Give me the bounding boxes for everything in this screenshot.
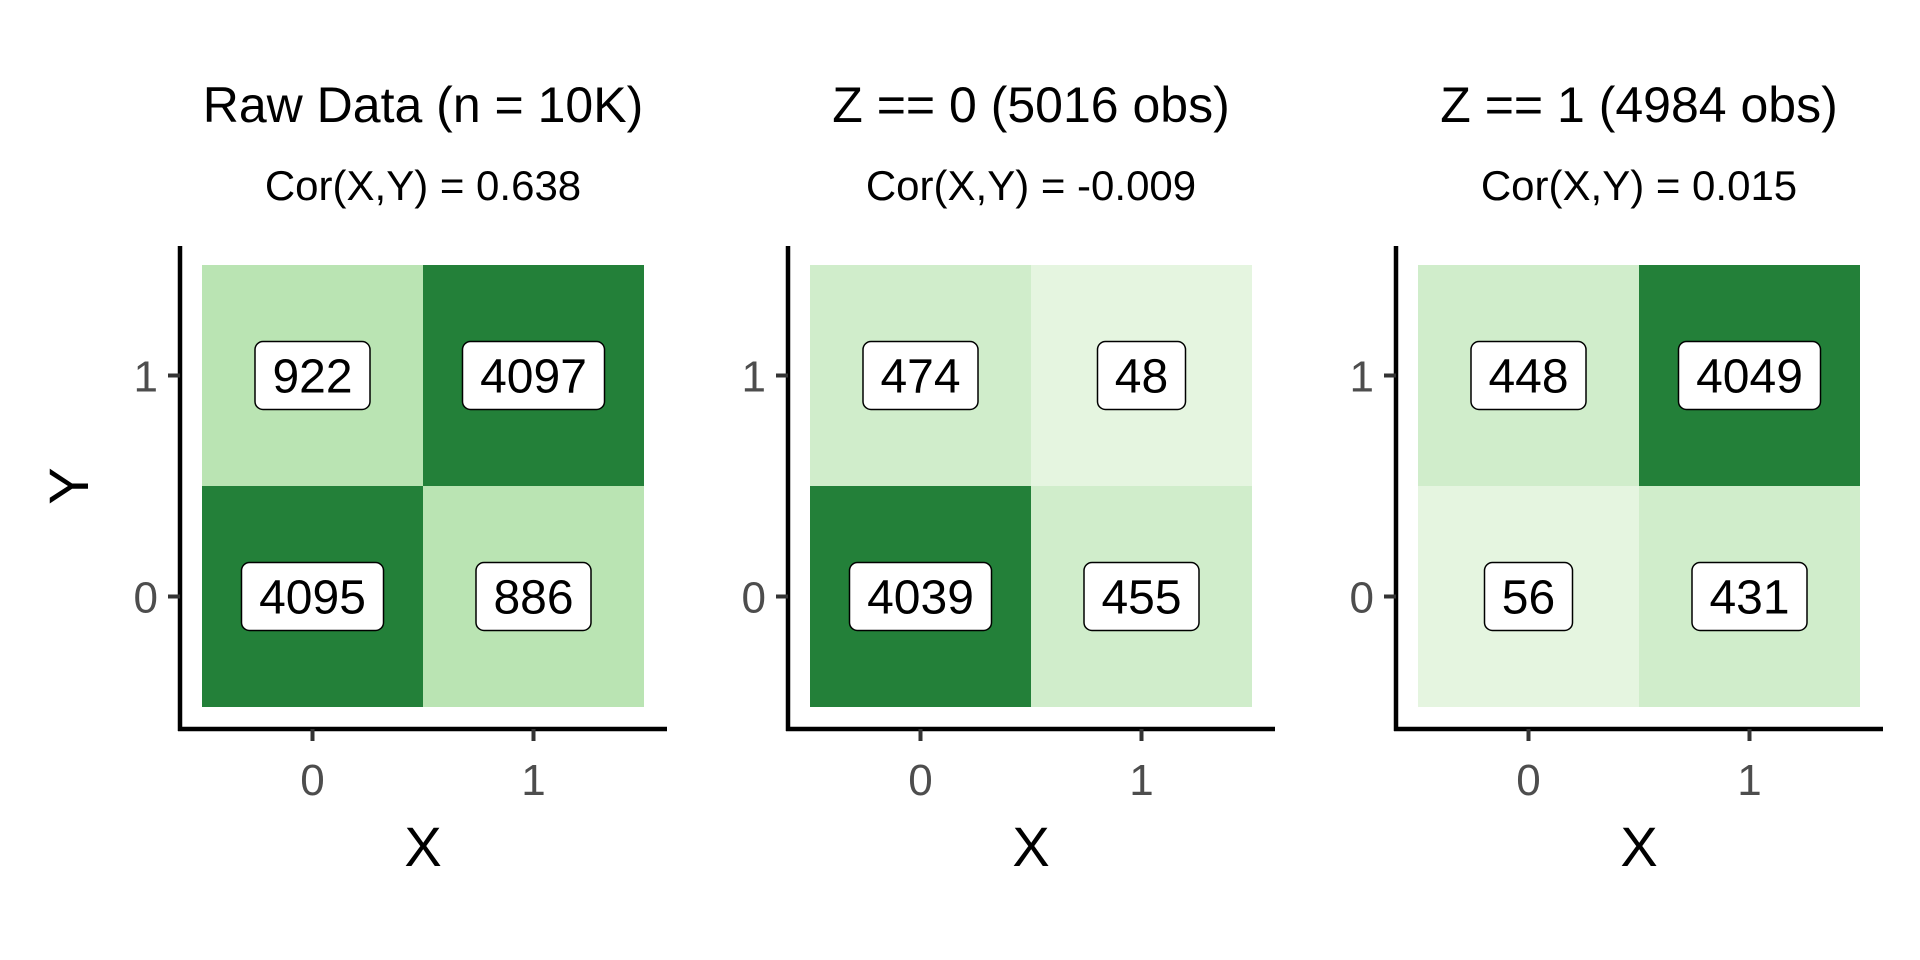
y-tick-label: 0 (742, 574, 766, 623)
cell-label-box (461, 340, 606, 411)
y-tick-label: 1 (134, 353, 158, 402)
cell-value-label: 4049 (1696, 351, 1803, 404)
y-axis-title: Y (37, 467, 100, 504)
panels: Raw Data (n = 10K) Cor(X,Y) = 0.638 4095 88… (37, 77, 1883, 878)
cell-value-label: 56 (1502, 572, 1555, 625)
cell-label-box (475, 561, 592, 632)
x-axis-title: X (1620, 815, 1657, 878)
cell-value-label: 431 (1709, 572, 1789, 625)
y-tick-label: 1 (742, 353, 766, 402)
cell-value-label: 886 (493, 572, 573, 625)
cell-value-label: 922 (272, 351, 352, 404)
x-tick-label: 0 (1516, 756, 1540, 805)
cell-label-box (1691, 561, 1808, 632)
panel-1: Raw Data (n = 10K) Cor(X,Y) = 0.638 4095 88… (37, 77, 667, 878)
cell-label-box (1483, 561, 1574, 632)
panel-3: Z == 1 (4984 obs) Cor(X,Y) = 0.015 56 431 44… (1350, 77, 1883, 878)
cell-value-label: 474 (880, 351, 960, 404)
x-tick-label: 1 (521, 756, 545, 805)
cell-label-box (1096, 340, 1187, 411)
cell-value-label: 4039 (867, 572, 974, 625)
cell-value-label: 455 (1101, 572, 1181, 625)
cell-label-box (254, 340, 371, 411)
cell-label-box (848, 561, 993, 632)
cell-label-box (1083, 561, 1200, 632)
cell-value-label: 48 (1115, 351, 1168, 404)
cell-label-box (240, 561, 385, 632)
x-tick-label: 1 (1129, 756, 1153, 805)
panel-2: Z == 0 (5016 obs) Cor(X,Y) = -0.009 4039 45… (742, 77, 1275, 878)
panel-title: Raw Data (n = 10K) (203, 77, 643, 133)
panel-title: Z == 1 (4984 obs) (1440, 77, 1837, 133)
cell-value-label: 4095 (259, 572, 366, 625)
cell-label-box (1470, 340, 1587, 411)
cell-value-label: 4097 (480, 351, 587, 404)
cell-label-box (862, 340, 979, 411)
cell-label-box (1677, 340, 1822, 411)
cell-value-label: 448 (1488, 351, 1568, 404)
panel-subtitle: Cor(X,Y) = 0.638 (265, 162, 581, 209)
x-axis-title: X (404, 815, 441, 878)
panel-title: Z == 0 (5016 obs) (832, 77, 1229, 133)
y-tick-label: 0 (134, 574, 158, 623)
panel-subtitle: Cor(X,Y) = -0.009 (866, 162, 1196, 209)
x-tick-label: 0 (300, 756, 324, 805)
x-tick-label: 1 (1737, 756, 1761, 805)
y-tick-label: 0 (1350, 574, 1374, 623)
panel-subtitle: Cor(X,Y) = 0.015 (1481, 162, 1797, 209)
x-tick-label: 0 (908, 756, 932, 805)
y-tick-label: 1 (1350, 353, 1374, 402)
x-axis-title: X (1012, 815, 1049, 878)
